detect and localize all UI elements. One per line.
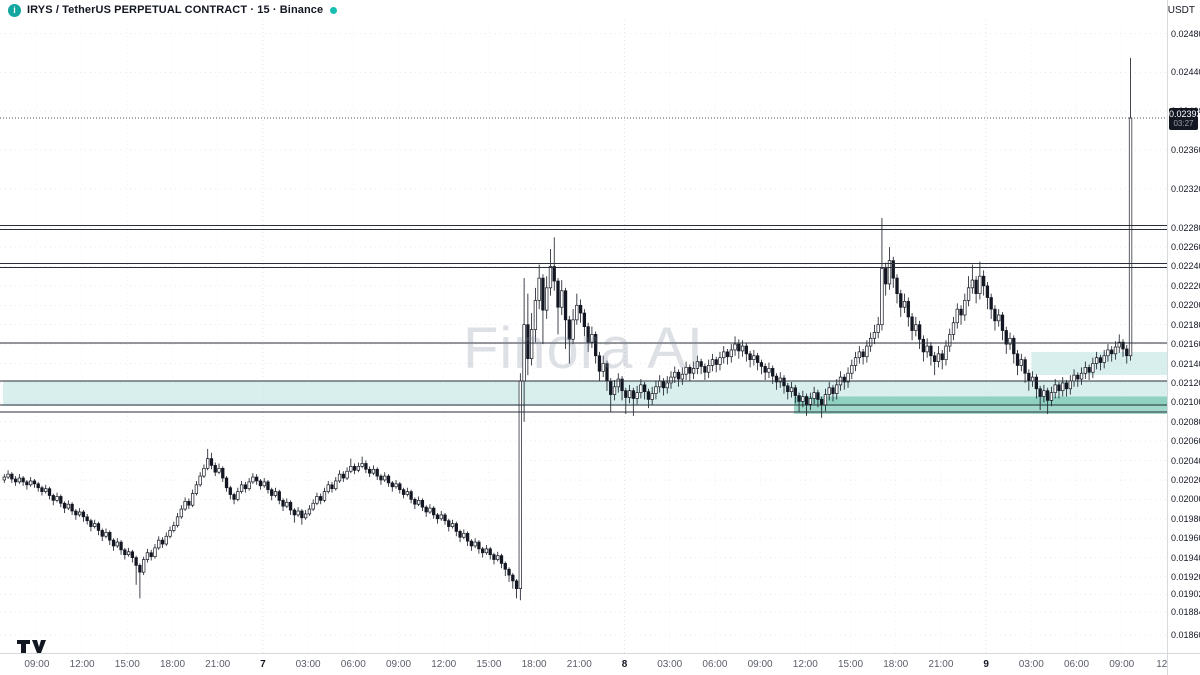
candles — [2, 57, 1133, 601]
supply-demand-zones — [3, 351, 1167, 414]
tradingview-logo[interactable] — [16, 638, 46, 655]
time-axis-label: 09:00 — [24, 659, 50, 670]
price-axis-label: 0.01884 — [1171, 606, 1200, 617]
time-axis-day-label: 7 — [260, 659, 266, 670]
time-axis-label: 18:00 — [159, 659, 186, 670]
horizontal-gridlines — [0, 33, 1167, 636]
time-axis-label: 12:00 — [69, 659, 95, 670]
last-price-value: 0.02393 — [1169, 109, 1200, 119]
time-axis-label: 09:00 — [385, 659, 412, 670]
time-axis-label: 15:00 — [114, 659, 140, 670]
price-axis-label: 0.01902 — [1171, 589, 1200, 600]
time-axis-label: 06:00 — [702, 659, 728, 670]
time-axis-label: 03:00 — [1018, 659, 1044, 670]
time-axis-label: 06:00 — [1063, 659, 1090, 670]
price-chart-canvas[interactable] — [0, 20, 1167, 653]
time-axis-label: 18:00 — [521, 659, 547, 670]
time-axis-label: 21:00 — [566, 659, 592, 670]
time-axis-label: 03:00 — [295, 659, 321, 670]
price-axis[interactable]: USDT 0.02393 03:27 0.024800.024400.02400… — [1167, 0, 1200, 675]
time-axis-label: 03:00 — [657, 659, 683, 670]
symbol-title[interactable]: IRYS / TetherUS PERPETUAL CONTRACT · 15 … — [27, 4, 324, 16]
time-axis-label: 09:00 — [1109, 659, 1135, 670]
vertical-gridlines — [36, 20, 1164, 653]
time-axis-label: 12: — [1156, 659, 1167, 670]
time-axis-day-label: 9 — [983, 659, 989, 670]
time-axis-label: 12:00 — [431, 659, 457, 670]
horizontal-level-lines — [0, 225, 1167, 413]
time-axis-label: 15:00 — [476, 659, 502, 670]
time-axis-label: 12:00 — [792, 659, 818, 670]
time-axis-label: 15:00 — [837, 659, 864, 670]
last-price-label: 0.02393 03:27 — [1169, 108, 1200, 130]
axis-corner — [1167, 653, 1200, 675]
symbol-logo-icon: i — [8, 3, 21, 17]
chart-plot-area[interactable]: Finora AI — [0, 20, 1167, 653]
axis-currency-label: USDT — [1167, 5, 1195, 16]
time-axis-day-label: 8 — [621, 659, 628, 670]
time-axis-label: 21:00 — [928, 659, 954, 670]
chart-header: i IRYS / TetherUS PERPETUAL CONTRACT · 1… — [0, 0, 1167, 20]
time-axis[interactable]: 09:00 12:00 15:00 18:00 21:00 7 03:00 06:00 09:0… — [0, 653, 1167, 675]
market-status-icon — [330, 6, 338, 14]
bar-countdown: 03:27 — [1173, 119, 1194, 128]
time-axis-label: 09:00 — [747, 659, 773, 670]
time-axis-label: 21:00 — [205, 659, 231, 670]
time-axis-label: 18:00 — [883, 659, 909, 670]
time-axis-label: 06:00 — [340, 659, 366, 670]
